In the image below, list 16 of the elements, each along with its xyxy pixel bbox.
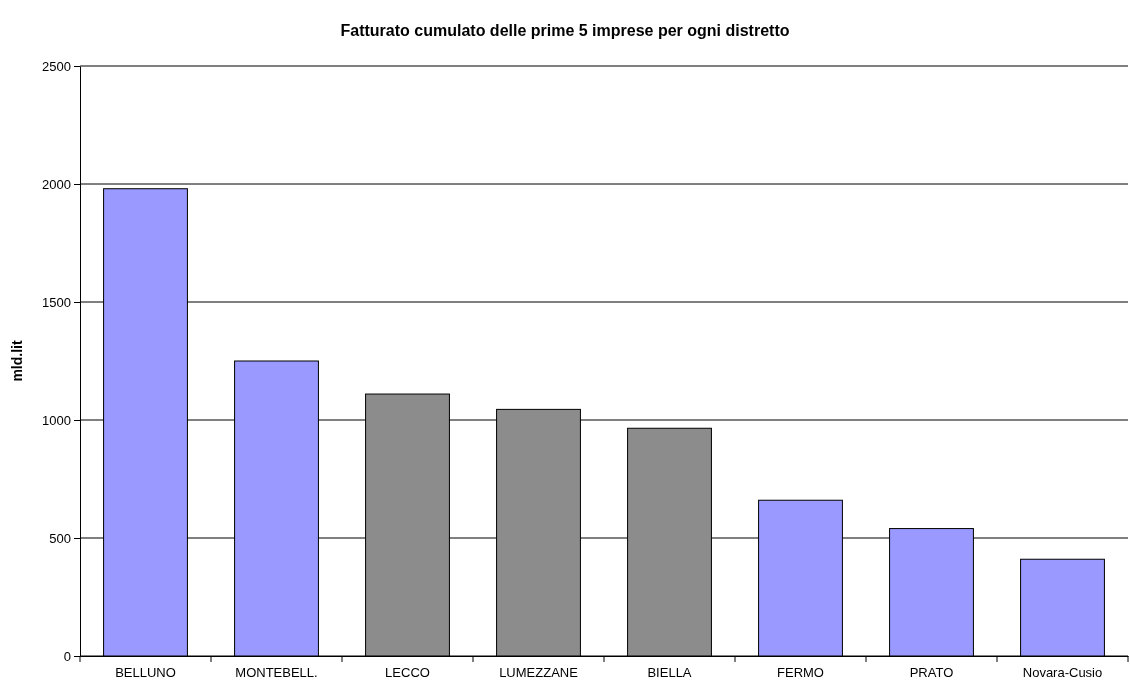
chart-title: Fatturato cumulato delle prime 5 imprese per ogni distretto (340, 22, 790, 39)
y-axis-title: mld.lit (9, 340, 25, 382)
y-tick-label: 1000 (42, 412, 71, 428)
x-tick-label: FERMO (777, 665, 824, 681)
y-tick-label: 500 (49, 530, 71, 546)
x-tick-label: PRATO (909, 665, 954, 681)
x-tick-label: BELLUNO (115, 665, 176, 681)
x-tick-label: BIELLA (647, 665, 692, 681)
y-tick-label: 0 (63, 648, 71, 664)
x-tick-label: LECCO (385, 665, 430, 681)
x-tick-label: MONTEBELL. (235, 665, 318, 681)
y-tick-label: 1500 (42, 294, 71, 310)
x-tick-label: LUMEZZANE (499, 665, 579, 681)
y-tick-label: 2000 (42, 176, 71, 192)
y-tick-label: 2500 (42, 58, 71, 74)
x-tick-label: Novara-Cusio (1022, 665, 1103, 681)
